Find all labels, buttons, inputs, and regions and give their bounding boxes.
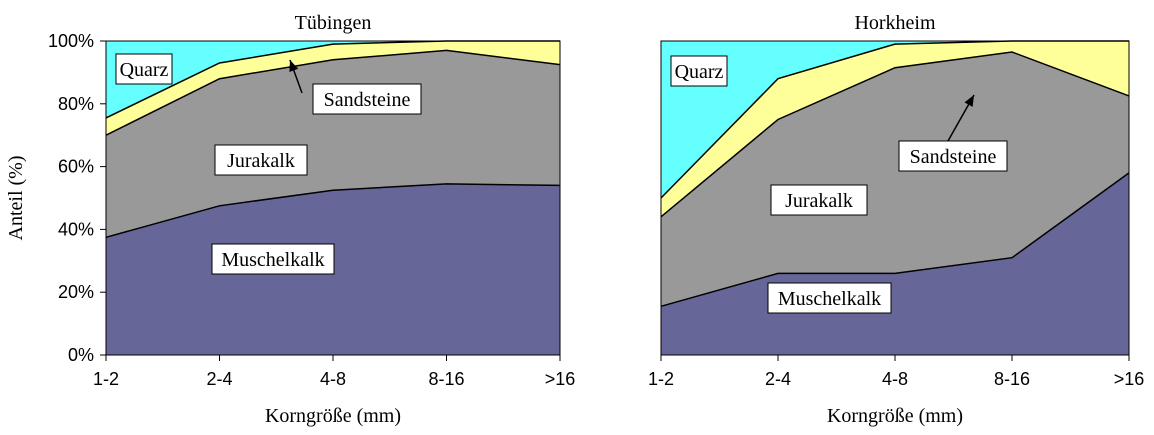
- x-tick-label: >16: [1114, 369, 1145, 389]
- series-label-quarz: Quarz: [670, 55, 728, 87]
- boundary-jurakalk: [105, 49, 561, 136]
- svg-text:Jurakalk: Jurakalk: [227, 150, 295, 172]
- area-sandsteine: [661, 41, 1129, 217]
- arrow-sandsteine: [947, 94, 975, 142]
- x-axis-label: Korngröße (mm): [265, 405, 401, 427]
- svg-text:Muschelkalk: Muschelkalk: [221, 249, 324, 271]
- series-label-muschelkalk: Muschelkalk: [767, 282, 892, 314]
- x-tick-label: 2-4: [765, 369, 791, 389]
- x-tick-label: 4-8: [882, 369, 908, 389]
- svg-text:Muschelkalk: Muschelkalk: [778, 288, 881, 310]
- x-tick-label: >16: [545, 369, 576, 389]
- svg-text:Quarz: Quarz: [120, 59, 169, 81]
- area-quarz: [106, 41, 560, 118]
- x-tick-label: 1-2: [648, 369, 674, 389]
- y-tick-label: 80%: [58, 94, 94, 114]
- boundary-muschelkalk: [660, 172, 1130, 308]
- series-label-jurakalk: Jurakalk: [214, 144, 308, 176]
- x-tick-label: 8-16: [428, 369, 464, 389]
- svg-text:Sandsteine: Sandsteine: [324, 89, 411, 111]
- y-axis-label: Anteil (%): [5, 156, 27, 241]
- x-tick-label: 4-8: [320, 369, 346, 389]
- x-tick-label: 1-2: [93, 369, 119, 389]
- area-jurakalk: [106, 50, 560, 238]
- x-tick-label: 2-4: [206, 369, 232, 389]
- y-tick-label: 40%: [58, 219, 94, 239]
- y-tick-label: 0%: [68, 345, 94, 365]
- chart-title: Horkheim: [854, 12, 936, 34]
- panel-horkheim: 1-2 2-4 4-8 8-16 >16 Quarz Sandsteine Jurakalk…: [648, 12, 1144, 427]
- svg-text:Quarz: Quarz: [675, 61, 724, 83]
- boundary-muschelkalk: [105, 183, 561, 239]
- series-label-muschelkalk: Muschelkalk: [211, 243, 335, 275]
- panel-tuebingen: 1-2 2-4 4-8 8-16 >16 0% 20% 40% 60% 80% 100% Quarz…: [5, 12, 575, 427]
- series-label-sandsteine: Sandsteine: [898, 140, 1008, 172]
- y-tick-label: 100%: [48, 31, 94, 51]
- x-tick-label: 8-16: [994, 369, 1030, 389]
- series-label-jurakalk: Jurakalk: [770, 184, 868, 216]
- y-tick-label: 60%: [58, 157, 94, 177]
- area-sandsteine: [106, 41, 560, 136]
- boundary-jurakalk: [660, 51, 1130, 218]
- svg-text:Jurakalk: Jurakalk: [785, 190, 853, 212]
- x-axis-label: Korngröße (mm): [827, 405, 963, 427]
- series-label-quarz: Quarz: [115, 53, 173, 85]
- svg-text:Sandsteine: Sandsteine: [910, 146, 997, 168]
- y-tick-label: 20%: [58, 282, 94, 302]
- area-jurakalk: [661, 52, 1129, 307]
- series-label-sandsteine: Sandsteine: [312, 83, 422, 115]
- chart-title: Tübingen: [295, 12, 372, 34]
- arrow-sandsteine: [289, 59, 303, 94]
